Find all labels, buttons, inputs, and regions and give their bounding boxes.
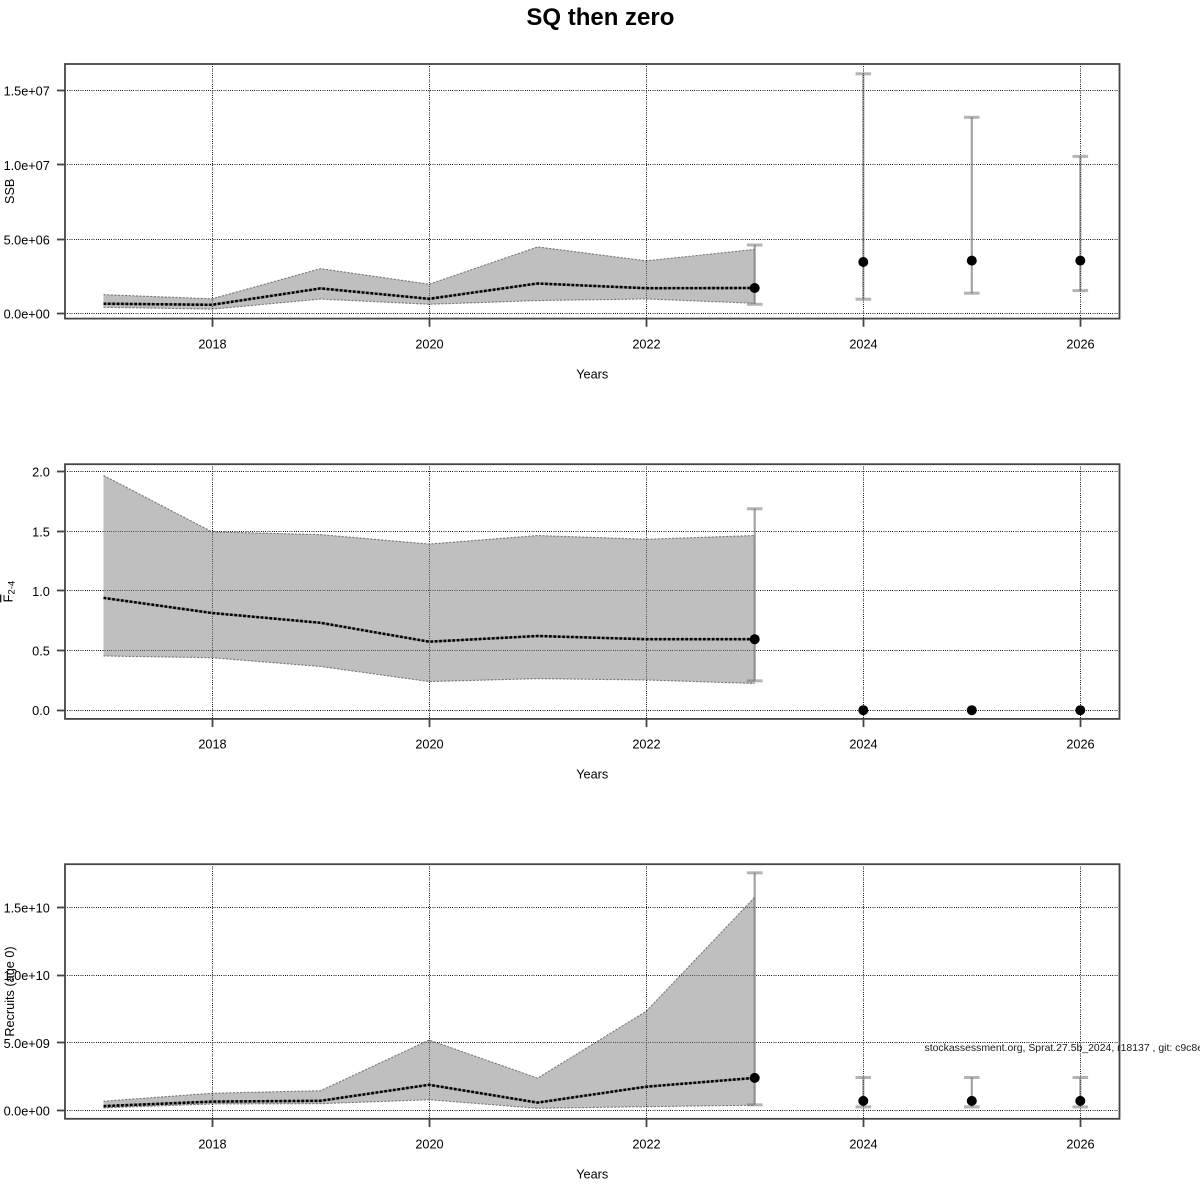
- svg-text:2024: 2024: [849, 738, 877, 752]
- svg-text:0.0e+00: 0.0e+00: [4, 308, 50, 322]
- svg-text:2024: 2024: [849, 1138, 877, 1152]
- svg-text:SQ then zero: SQ then zero: [526, 4, 674, 31]
- svg-text:Years: Years: [576, 768, 608, 782]
- svg-text:2020: 2020: [415, 1138, 443, 1152]
- svg-text:2024: 2024: [849, 337, 877, 351]
- svg-text:1.0e+10: 1.0e+10: [4, 969, 50, 983]
- svg-text:1.0: 1.0: [32, 585, 50, 599]
- svg-text:1.5e+07: 1.5e+07: [4, 84, 50, 98]
- svg-text:2018: 2018: [198, 1138, 226, 1152]
- svg-text:2026: 2026: [1066, 337, 1094, 351]
- svg-text:5.0e+06: 5.0e+06: [4, 233, 50, 247]
- svg-text:1.5: 1.5: [32, 525, 50, 539]
- svg-text:2026: 2026: [1066, 738, 1094, 752]
- svg-text:2022: 2022: [632, 738, 660, 752]
- svg-text:Years: Years: [576, 1168, 608, 1182]
- svg-text:2022: 2022: [632, 337, 660, 351]
- svg-text:1.0e+07: 1.0e+07: [4, 159, 50, 173]
- svg-text:stockassessment.org, Sprat.27.: stockassessment.org, Sprat.27.5b_2024, r…: [925, 1043, 1200, 1054]
- svg-text:2.0: 2.0: [32, 466, 50, 480]
- svg-text:0.5: 0.5: [32, 645, 50, 659]
- svg-text:Years: Years: [576, 368, 608, 382]
- svg-text:2018: 2018: [198, 738, 226, 752]
- svg-text:5.0e+09: 5.0e+09: [4, 1037, 50, 1051]
- svg-text:F2-4: F2-4: [1, 580, 17, 602]
- svg-text:2022: 2022: [632, 1138, 660, 1152]
- svg-text:1.5e+10: 1.5e+10: [4, 901, 50, 915]
- svg-text:2026: 2026: [1066, 1138, 1094, 1152]
- svg-text:2020: 2020: [415, 337, 443, 351]
- svg-text:Recruits (age 0): Recruits (age 0): [3, 946, 17, 1036]
- svg-text:0.0: 0.0: [32, 704, 50, 718]
- svg-text:SSB: SSB: [3, 179, 17, 204]
- svg-text:2018: 2018: [198, 337, 226, 351]
- svg-text:2020: 2020: [415, 738, 443, 752]
- svg-text:0.0e+00: 0.0e+00: [4, 1105, 50, 1119]
